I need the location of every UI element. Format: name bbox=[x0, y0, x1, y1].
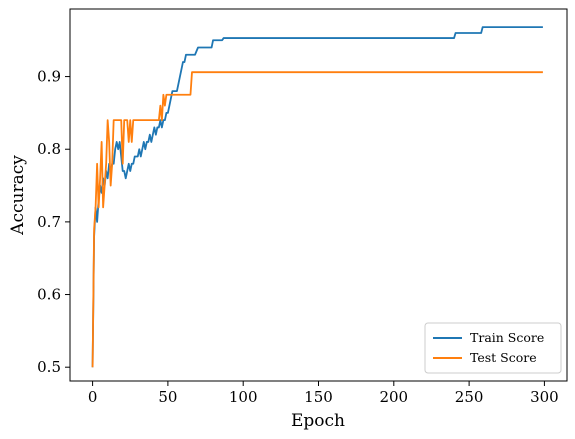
plot-background bbox=[70, 9, 567, 381]
y-axis: 0.5 0.6 0.7 0.8 0.9 bbox=[37, 68, 70, 376]
x-tick-label: 0 bbox=[88, 388, 98, 406]
x-tick-label: 250 bbox=[455, 388, 484, 406]
x-tick-label: 300 bbox=[530, 388, 559, 406]
legend-label-test: Test Score bbox=[470, 350, 537, 365]
x-tick-label: 200 bbox=[379, 388, 408, 406]
legend: Train Score Test Score bbox=[424, 322, 562, 374]
x-axis: 0 50 100 150 200 250 300 bbox=[88, 381, 559, 406]
series-layer bbox=[91, 26, 543, 368]
y-tick-label: 0.7 bbox=[37, 213, 61, 231]
x-tick-label: 100 bbox=[229, 388, 258, 406]
y-tick-label: 0.5 bbox=[37, 358, 61, 376]
y-axis-label: Accuracy bbox=[8, 155, 28, 236]
x-axis-label: Epoch bbox=[291, 411, 345, 431]
y-tick-label: 0.9 bbox=[37, 68, 61, 86]
x-tick-label: 50 bbox=[158, 388, 177, 406]
x-tick-label: 150 bbox=[304, 388, 333, 406]
legend-label-train: Train Score bbox=[470, 330, 544, 345]
legend-box bbox=[424, 322, 562, 374]
y-tick-label: 0.6 bbox=[37, 286, 61, 304]
series-line-test bbox=[91, 71, 543, 368]
y-tick-label: 0.8 bbox=[37, 140, 61, 158]
